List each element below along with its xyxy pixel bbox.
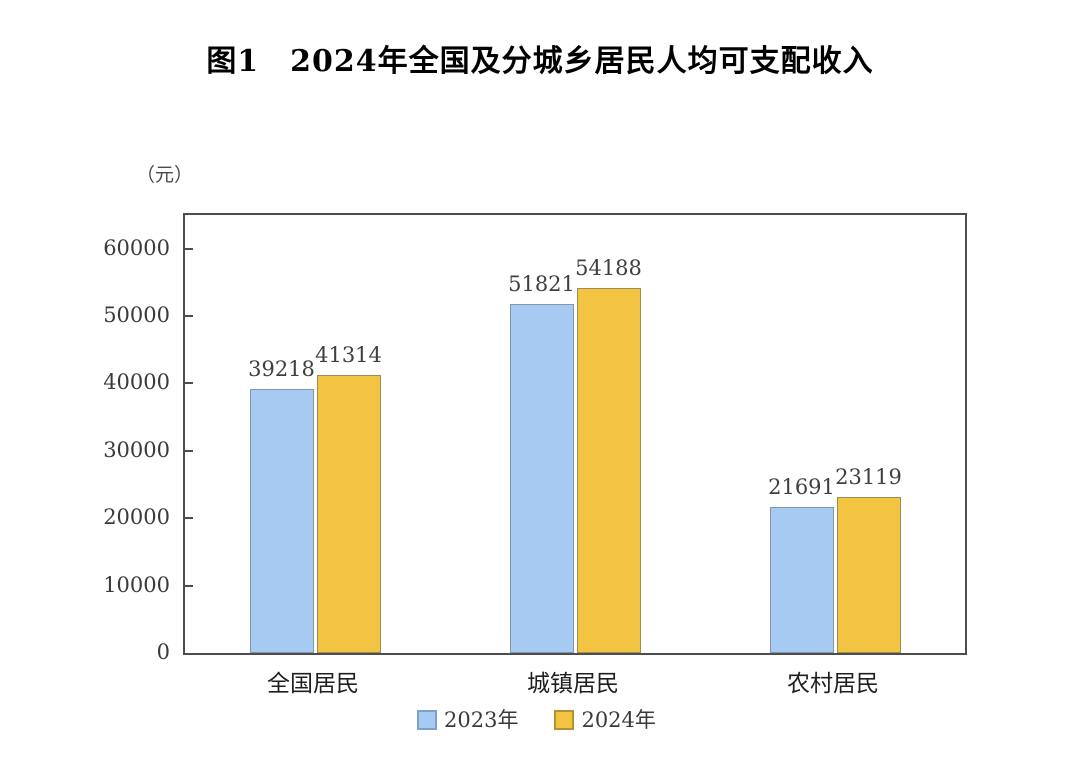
y-tick-mark <box>185 247 193 250</box>
bar-value-label: 54188 <box>575 255 642 280</box>
bar-value-label: 41314 <box>315 342 382 367</box>
y-axis-unit-label: （元） <box>136 164 194 186</box>
x-category-label: 全国居民 <box>267 671 359 697</box>
y-tick-label: 60000 <box>103 235 170 260</box>
bar-value-label: 39218 <box>248 356 315 381</box>
y-tick-mark <box>185 315 193 318</box>
bar-2024年-城镇居民 <box>576 287 641 653</box>
x-category-label: 农村居民 <box>787 671 879 697</box>
y-tick-label: 40000 <box>103 370 170 395</box>
bar-2023年-城镇居民 <box>509 303 574 653</box>
y-tick-label: 30000 <box>103 437 170 462</box>
legend-swatch <box>554 710 575 730</box>
y-tick-label: 0 <box>156 640 170 664</box>
legend-label: 2024年 <box>581 708 656 732</box>
bar-2023年-全国居民 <box>249 388 314 653</box>
y-tick-label: 10000 <box>103 572 170 597</box>
plot-area: 39218 41314 51821 54188 21691 23119 <box>183 213 967 655</box>
chart-title: 图1 2024年全国及分城乡居民人均可支配收入 <box>206 44 874 79</box>
x-category-label: 城镇居民 <box>527 671 619 697</box>
legend-item-2023年: 2023年 <box>417 709 518 731</box>
y-tick-mark <box>185 517 193 520</box>
y-tick-mark <box>185 382 193 385</box>
legend: 2023年 2024年 <box>417 709 656 731</box>
y-axis: 0 10000 20000 30000 40000 50000 60000 <box>0 213 170 664</box>
bar-2023年-农村居民 <box>769 506 834 653</box>
legend-label: 2023年 <box>444 708 519 732</box>
y-tick-label: 50000 <box>103 303 170 328</box>
y-tick-label: 20000 <box>103 505 170 530</box>
legend-item-2024年: 2024年 <box>554 708 656 732</box>
bar-2024年-全国居民 <box>316 374 381 653</box>
legend-swatch <box>417 710 437 730</box>
bar-2024年-农村居民 <box>836 497 901 653</box>
y-tick-mark <box>185 584 193 587</box>
bar-value-label: 21691 <box>768 474 835 499</box>
bar-value-label: 51821 <box>508 271 575 296</box>
y-tick-mark <box>185 449 193 452</box>
bar-value-label: 23119 <box>835 465 902 490</box>
